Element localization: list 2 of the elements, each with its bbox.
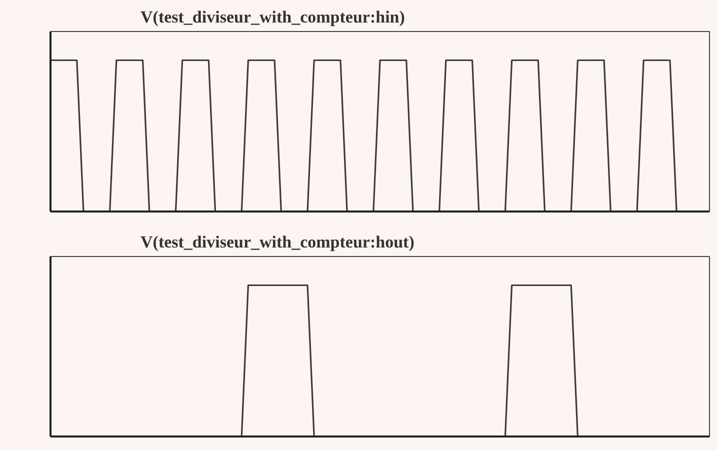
chart-title: V(test_diviseur_with_compteur:hout) [140, 232, 414, 252]
chart-title: V(test_diviseur_with_compteur:hin) [140, 8, 405, 26]
